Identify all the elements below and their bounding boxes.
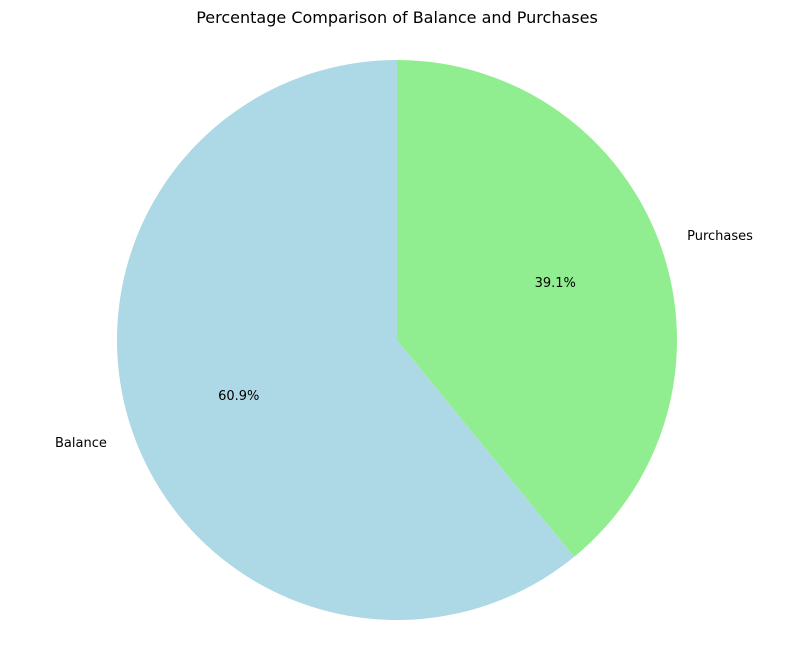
percent-label-purchases: 39.1% <box>535 276 576 291</box>
pie-slice-purchases <box>397 60 677 557</box>
slice-label-balance: Balance <box>55 436 107 451</box>
chart-title: Percentage Comparison of Balance and Pur… <box>196 8 598 27</box>
pie-slice-balance <box>116 59 575 621</box>
percent-label-balance: 60.9% <box>218 389 259 404</box>
slice-label-purchases: Purchases <box>687 229 753 244</box>
